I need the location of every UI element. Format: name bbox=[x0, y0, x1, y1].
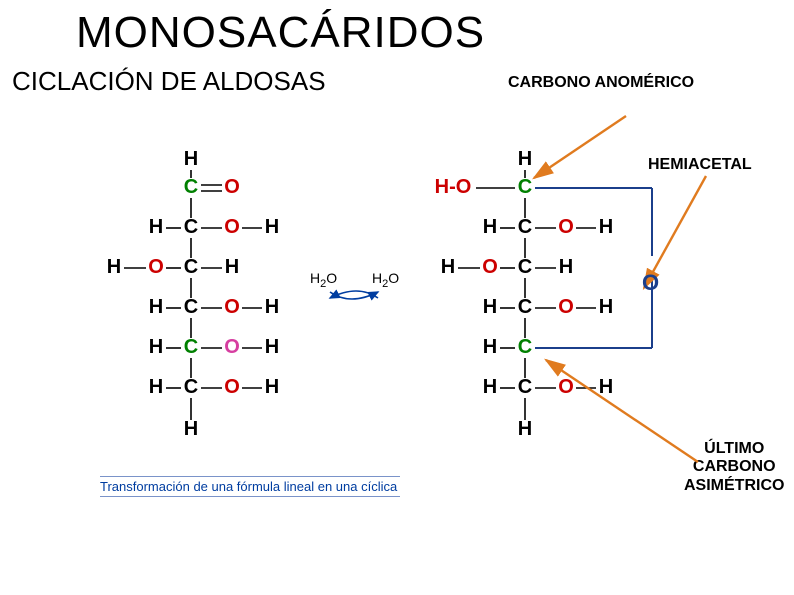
right-lh6: H bbox=[480, 376, 500, 399]
left-lh5: H bbox=[146, 336, 166, 359]
left-c1: C bbox=[181, 176, 201, 199]
left-c3: C bbox=[181, 256, 201, 279]
diagram-stage: MONOSACÁRIDOS CICLACIÓN DE ALDOSAS CARBO… bbox=[0, 0, 794, 595]
left-ro4: O bbox=[222, 296, 242, 319]
right-lh5: H bbox=[480, 336, 500, 359]
right-c6: C bbox=[515, 376, 535, 399]
left-lh6: H bbox=[146, 376, 166, 399]
left-ro2: O bbox=[222, 216, 242, 239]
left-rh4: H bbox=[262, 296, 282, 319]
left-c5: C bbox=[181, 336, 201, 359]
right-ro2: O bbox=[556, 216, 576, 239]
left-lo3: O bbox=[146, 256, 166, 279]
diagram-svg bbox=[0, 0, 794, 595]
right-rh2: H bbox=[596, 216, 616, 239]
left-c2: C bbox=[181, 216, 201, 239]
left-lh4: H bbox=[146, 296, 166, 319]
left-c6: C bbox=[181, 376, 201, 399]
right-top-h: H bbox=[515, 148, 535, 171]
left-c4: C bbox=[181, 296, 201, 319]
right-c5: C bbox=[515, 336, 535, 359]
left-lh3: H bbox=[104, 256, 124, 279]
right-rh3: H bbox=[556, 256, 576, 279]
right-c2: C bbox=[515, 216, 535, 239]
left-bot-h: H bbox=[181, 418, 201, 441]
right-c3: C bbox=[515, 256, 535, 279]
right-bot-h: H bbox=[515, 418, 535, 441]
right-lh4: H bbox=[480, 296, 500, 319]
right-ro4: O bbox=[556, 296, 576, 319]
right-ro6: O bbox=[556, 376, 576, 399]
left-ro5: O bbox=[222, 336, 242, 359]
left-rh5: H bbox=[262, 336, 282, 359]
right-c4: C bbox=[515, 296, 535, 319]
right-ho: H-O bbox=[428, 176, 478, 199]
left-top-h: H bbox=[181, 148, 201, 171]
right-lh2: H bbox=[480, 216, 500, 239]
left-rh2: H bbox=[262, 216, 282, 239]
left-lh2: H bbox=[146, 216, 166, 239]
left-rh6: H bbox=[262, 376, 282, 399]
right-rh4: H bbox=[596, 296, 616, 319]
ring-oxygen: O bbox=[642, 270, 659, 296]
right-c1: C bbox=[515, 176, 535, 199]
left-ro6: O bbox=[222, 376, 242, 399]
right-lh3: H bbox=[438, 256, 458, 279]
left-ro1: O bbox=[222, 176, 242, 199]
left-rh3: H bbox=[222, 256, 242, 279]
right-rh6: H bbox=[596, 376, 616, 399]
right-lo3: O bbox=[480, 256, 500, 279]
